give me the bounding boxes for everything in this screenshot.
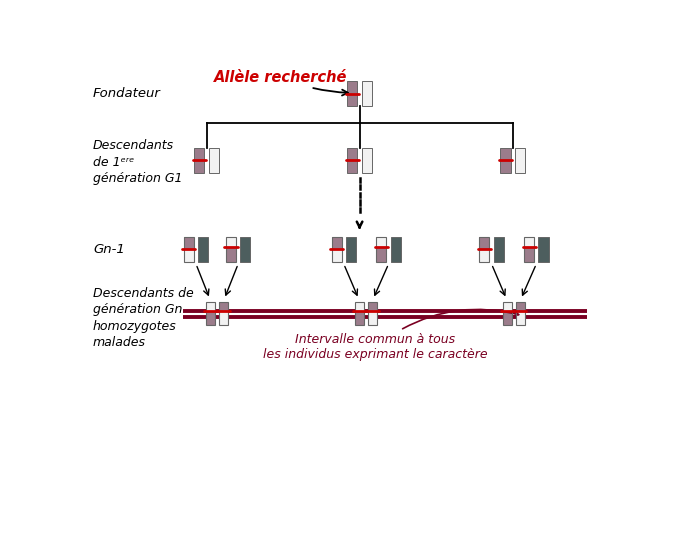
Bar <box>198 237 208 262</box>
Text: Intervalle commun à tous
les individus exprimant le caractère: Intervalle commun à tous les individus e… <box>263 309 519 361</box>
Bar <box>494 237 504 262</box>
Bar <box>503 302 511 311</box>
Text: Allèle recherché: Allèle recherché <box>214 70 348 95</box>
Bar <box>479 250 490 262</box>
Bar <box>377 237 387 262</box>
Bar <box>347 81 358 106</box>
Bar <box>524 237 535 262</box>
Bar <box>226 237 236 247</box>
Text: Descendants
de 1ᵉʳᵉ
génération G1: Descendants de 1ᵉʳᵉ génération G1 <box>93 139 183 185</box>
Bar <box>377 247 387 262</box>
Text: Fondateur: Fondateur <box>93 87 161 100</box>
Bar <box>240 237 251 262</box>
Bar <box>346 237 356 262</box>
Bar <box>503 311 511 325</box>
Bar <box>501 148 511 172</box>
Bar <box>184 237 194 250</box>
Bar <box>516 302 525 311</box>
Bar <box>368 302 377 311</box>
Bar <box>503 302 511 325</box>
Bar <box>391 237 400 262</box>
Bar <box>208 148 219 172</box>
Bar <box>219 311 228 325</box>
Bar <box>479 237 490 250</box>
Bar <box>479 237 490 262</box>
Bar <box>524 237 535 247</box>
Bar <box>368 311 377 325</box>
Bar <box>355 311 364 325</box>
Bar <box>226 237 236 262</box>
Bar <box>184 250 194 262</box>
Bar <box>184 237 194 262</box>
Text: Descendants de
génération Gn
homozygotes
malades: Descendants de génération Gn homozygotes… <box>93 287 194 349</box>
Bar <box>347 148 358 172</box>
Bar <box>219 302 228 311</box>
Bar <box>206 302 215 325</box>
Bar <box>194 148 204 172</box>
Bar <box>515 148 525 172</box>
Bar <box>362 81 372 106</box>
Bar <box>355 302 364 311</box>
Bar <box>206 311 215 325</box>
Bar <box>332 237 342 250</box>
Bar <box>332 250 342 262</box>
Bar <box>516 311 525 325</box>
Bar <box>368 302 377 325</box>
Bar <box>524 247 535 262</box>
Bar <box>355 302 364 325</box>
Bar <box>219 302 228 325</box>
Bar <box>362 148 372 172</box>
Bar <box>206 302 215 311</box>
Bar <box>377 237 387 247</box>
Bar <box>516 302 525 325</box>
Text: Gn-1: Gn-1 <box>93 243 125 256</box>
Bar <box>332 237 342 262</box>
Bar <box>226 247 236 262</box>
Bar <box>539 237 548 262</box>
